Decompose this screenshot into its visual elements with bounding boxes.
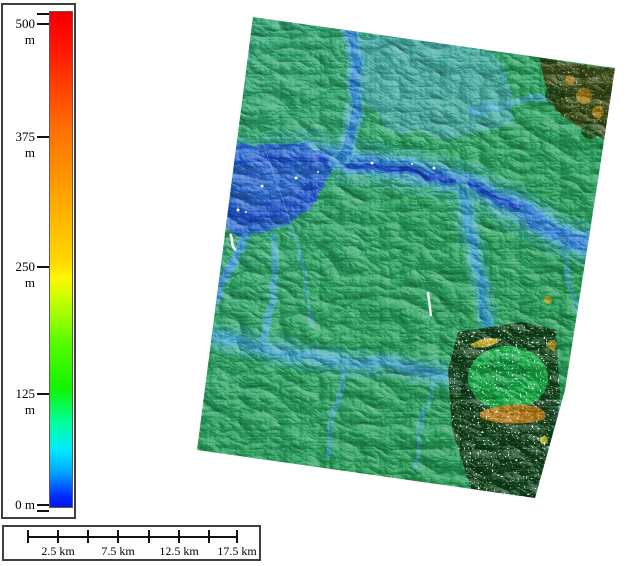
legend-tick: [37, 23, 49, 25]
legend-tick: [37, 266, 49, 268]
scalebar-tick: [208, 530, 210, 543]
scalebar-label-12-5km: 12.5 km: [159, 544, 199, 558]
scalebar-tick: [57, 530, 59, 543]
legend-tick: [37, 13, 49, 15]
scalebar-tick: [148, 530, 150, 543]
legend-tick: [37, 504, 49, 506]
elevation-legend-panel: 500 m 375 m 250 m 125 m 0 m: [1, 3, 76, 519]
scalebar-tick: [117, 530, 119, 543]
legend-label-375: 375 m: [15, 129, 36, 160]
legend-label-500: 500 m: [15, 16, 36, 47]
scene-clip-group: [197, 17, 615, 498]
hillshade-highlight: [197, 17, 615, 498]
scalebar-tick: [87, 530, 89, 543]
scalebar-tick: [236, 530, 238, 543]
scalebar-panel: 2.5 km 7.5 km 12.5 km 17.5 km: [2, 525, 261, 561]
legend-label-250: 250 m: [15, 259, 36, 290]
scalebar-label-2-5km: 2.5 km: [41, 544, 75, 558]
elevation-colorbar: [49, 11, 73, 508]
legend-tick: [37, 510, 49, 512]
legend-tick: [37, 136, 49, 138]
scalebar-tick: [178, 530, 180, 543]
legend-tick: [37, 393, 49, 395]
scalebar-label-17-5km: 17.5 km: [217, 544, 257, 558]
scalebar-tick: [27, 530, 29, 543]
legend-label-125: 125 m: [15, 386, 36, 417]
scalebar-label-7-5km: 7.5 km: [101, 544, 135, 558]
legend-label-0: 0 m: [15, 497, 35, 512]
scalebar-line: [27, 536, 238, 538]
